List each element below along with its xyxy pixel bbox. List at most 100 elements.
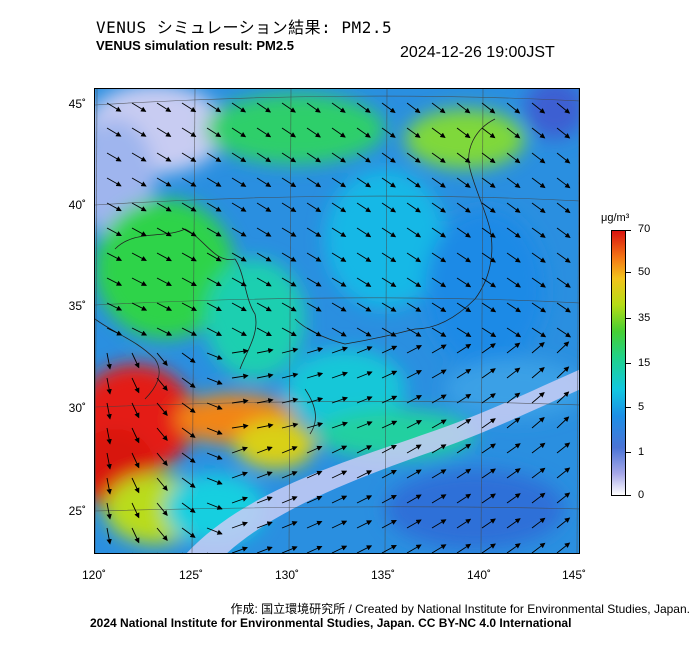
- wind-arrow: [131, 302, 148, 311]
- wind-arrow: [231, 102, 247, 113]
- wind-arrow: [231, 202, 247, 212]
- pm25-map: [94, 88, 580, 554]
- wind-arrow: [556, 341, 570, 354]
- wind-arrow: [256, 127, 272, 138]
- lat-label-45: 45˚: [68, 97, 86, 111]
- wind-arrow: [256, 446, 273, 454]
- wind-arrow: [306, 445, 323, 454]
- wind-arrow: [381, 519, 397, 529]
- wind-arrow: [131, 102, 147, 112]
- wind-arrow: [181, 377, 196, 388]
- wind-arrow: [481, 152, 496, 164]
- wind-arrow: [356, 470, 373, 479]
- wind-arrow: [506, 342, 521, 354]
- wind-arrow: [306, 202, 322, 213]
- wind-arrow: [156, 427, 168, 441]
- wind-arrow: [231, 546, 248, 553]
- wind-arrow: [531, 417, 545, 429]
- wind-arrow: [331, 545, 348, 553]
- wind-arrow: [131, 277, 147, 286]
- wind-arrow: [131, 127, 147, 137]
- wind-arrow: [531, 342, 545, 354]
- wind-arrow: [431, 519, 447, 529]
- wind-arrow: [281, 347, 299, 354]
- wind-arrow: [331, 371, 348, 379]
- wind-arrow: [256, 102, 272, 113]
- wind-arrow: [481, 227, 496, 238]
- wind-arrow: [406, 302, 422, 312]
- wind-arrow: [256, 471, 273, 479]
- wind-arrow: [406, 327, 422, 337]
- wind-arrow: [431, 544, 447, 553]
- wind-arrow: [456, 368, 472, 379]
- wind-arrow: [506, 392, 521, 404]
- wind-arrow: [256, 348, 274, 354]
- wind-arrow: [406, 494, 422, 504]
- wind-arrow: [181, 252, 197, 262]
- wind-arrow: [531, 367, 545, 379]
- wind-arrow: [506, 493, 521, 504]
- wind-arrow: [231, 252, 247, 262]
- credit-line-1: 作成: 国立環境研究所 / Created by National Instit…: [230, 602, 690, 616]
- wind-arrow: [182, 552, 183, 553]
- wind-arrow: [206, 502, 223, 510]
- wind-arrow: [381, 277, 397, 287]
- wind-arrow: [131, 202, 147, 212]
- wind-arrow: [256, 202, 272, 212]
- wind-arrow: [331, 445, 348, 454]
- wind-arrow: [256, 227, 272, 237]
- wind-arrow: [256, 177, 272, 187]
- wind-arrow: [531, 252, 546, 263]
- wind-arrow: [281, 227, 297, 237]
- lon-label-120: 120˚: [81, 568, 107, 582]
- wind-arrow: [106, 427, 112, 445]
- wind-arrow: [456, 177, 471, 188]
- wind-arrow: [406, 519, 422, 529]
- wind-arrow: [156, 252, 172, 262]
- wind-arrow: [106, 452, 112, 470]
- wind-arrow: [132, 552, 133, 553]
- wind-arrow: [381, 152, 396, 163]
- wind-arrow: [206, 152, 222, 162]
- wind-arrow: [331, 421, 348, 429]
- wind-arrow: [456, 443, 472, 454]
- wind-arrow: [556, 227, 571, 239]
- wind-arrow: [231, 423, 249, 429]
- wind-arrow: [431, 202, 446, 213]
- wind-arrow: [431, 369, 447, 379]
- wind-arrow: [306, 277, 322, 287]
- wind-arrow: [506, 127, 521, 139]
- lon-label-125: 125˚: [178, 568, 204, 582]
- wind-arrow: [556, 542, 571, 553]
- wind-arrow: [206, 102, 222, 113]
- wind-arrow: [406, 544, 422, 553]
- title-english: VENUS simulation result: PM2.5: [96, 38, 294, 53]
- wind-arrow: [156, 402, 168, 416]
- wind-arrow: [181, 327, 198, 336]
- wind-arrow: [281, 302, 297, 312]
- wind-arrow: [406, 127, 421, 138]
- wind-arrow: [306, 177, 322, 188]
- wind-arrow: [456, 393, 472, 404]
- wind-arrow: [106, 502, 112, 520]
- wind-arrow: [556, 327, 572, 338]
- wind-arrow: [156, 177, 172, 187]
- wind-arrow: [306, 102, 321, 113]
- wind-arrow: [156, 152, 172, 162]
- wind-arrow: [181, 302, 197, 311]
- wind-arrow: [506, 302, 522, 313]
- wind-arrow: [381, 327, 397, 337]
- wind-arrow: [506, 202, 521, 213]
- wind-arrow: [481, 518, 496, 529]
- wind-arrow: [531, 277, 546, 288]
- wind-arrow: [481, 327, 497, 338]
- wind-arrow: [556, 416, 570, 429]
- wind-arrow: [206, 402, 223, 410]
- wind-arrow: [207, 552, 209, 553]
- wind-arrow: [481, 468, 496, 479]
- lat-label-25: 25˚: [68, 504, 86, 518]
- wind-arrow: [406, 395, 422, 404]
- wind-arrow: [106, 402, 112, 420]
- wind-arrow: [181, 402, 196, 413]
- wind-arrow: [381, 395, 398, 404]
